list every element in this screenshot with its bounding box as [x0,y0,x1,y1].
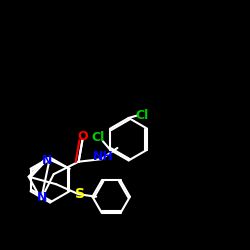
Text: N: N [42,154,52,167]
Text: O: O [77,130,88,143]
Text: Cl: Cl [91,131,104,144]
Text: NH: NH [93,150,114,163]
Text: Cl: Cl [136,109,149,122]
Text: N: N [37,192,48,204]
Text: S: S [75,187,85,201]
